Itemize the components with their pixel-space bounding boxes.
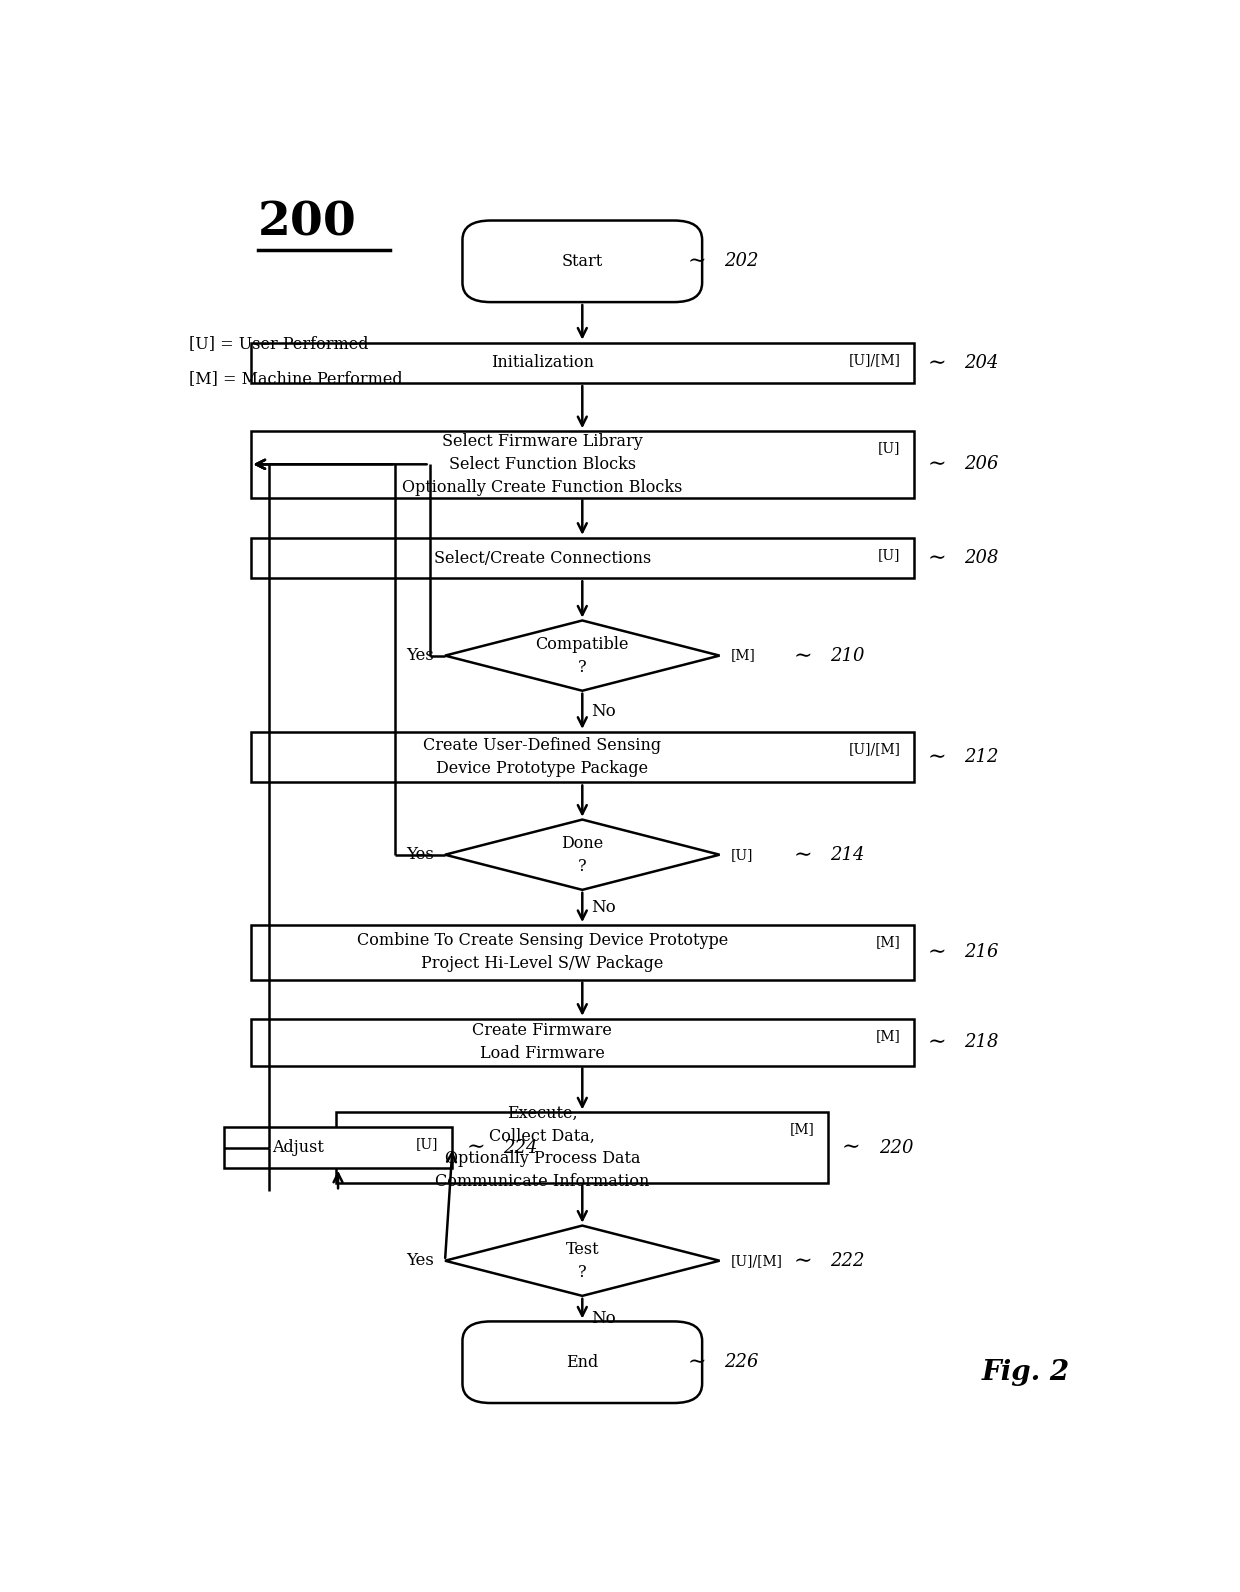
Text: 226: 226 [724,1353,759,1371]
Text: 218: 218 [965,1033,999,1051]
Text: Done
?: Done ? [562,834,604,874]
Bar [336,1113,828,1183]
Text: 212: 212 [965,748,999,766]
Text: 202: 202 [724,252,759,271]
Bar [250,431,914,497]
Text: 220: 220 [879,1138,913,1156]
Text: [M]: [M] [875,935,900,949]
Text: [M]: [M] [732,648,756,662]
Text: No: No [591,899,616,915]
Text: Create Firmware
Load Firmware: Create Firmware Load Firmware [472,1022,613,1062]
Text: End: End [567,1353,599,1371]
Text: Select/Create Connections: Select/Create Connections [434,549,651,567]
Text: Start: Start [562,253,603,269]
Text: ∼: ∼ [466,1137,485,1159]
Text: Create User-Defined Sensing
Device Prototype Package: Create User-Defined Sensing Device Proto… [423,737,661,777]
FancyBboxPatch shape [463,221,702,302]
Text: ∼: ∼ [842,1137,861,1159]
Text: ∼: ∼ [687,250,706,272]
Text: ∼: ∼ [928,1032,946,1052]
Text: [M]: [M] [790,1122,815,1137]
Text: Compatible
?: Compatible ? [536,635,629,675]
Text: Execute,
Collect Data,
Optionally Process Data
Communicate Information: Execute, Collect Data, Optionally Proces… [435,1105,650,1191]
Bar [250,732,914,783]
Text: 216: 216 [965,944,999,962]
Text: ∼: ∼ [794,645,812,667]
Text: [U]/[M]: [U]/[M] [848,742,900,756]
Text: Initialization: Initialization [491,355,594,371]
Text: Adjust: Adjust [272,1138,324,1156]
Text: [U]/[M]: [U]/[M] [848,353,900,366]
Text: [M]: [M] [875,1028,900,1043]
Text: [U]: [U] [878,441,900,455]
Text: 210: 210 [831,646,866,664]
Text: 200: 200 [258,199,357,245]
Text: Yes: Yes [405,1253,434,1269]
Text: No: No [591,702,616,720]
Text: 204: 204 [965,353,999,373]
Text: [M] = Machine Performed: [M] = Machine Performed [190,369,403,387]
FancyBboxPatch shape [463,1321,702,1403]
Text: ∼: ∼ [794,844,812,866]
Text: [U]/[M]: [U]/[M] [732,1254,782,1267]
Text: Test
?: Test ? [565,1240,599,1280]
Polygon shape [445,1226,719,1296]
Text: ∼: ∼ [928,747,946,767]
Text: Combine To Create Sensing Device Prototype
Project Hi-Level S/W Package: Combine To Create Sensing Device Prototy… [357,933,728,973]
Text: [U] = User Performed: [U] = User Performed [190,334,368,352]
Text: ∼: ∼ [928,454,946,476]
Text: Yes: Yes [405,847,434,863]
Polygon shape [445,820,719,890]
Text: ∼: ∼ [687,1352,706,1374]
Text: ∼: ∼ [928,548,946,568]
Text: [U]: [U] [732,847,754,861]
Bar [250,342,914,384]
Text: 206: 206 [965,455,999,473]
Text: 222: 222 [831,1251,866,1270]
Text: No: No [591,1310,616,1326]
Text: Yes: Yes [405,646,434,664]
Bar [250,1019,914,1065]
Bar [223,1127,453,1169]
Text: Fig. 2: Fig. 2 [982,1358,1070,1385]
Text: [U]: [U] [417,1137,439,1151]
Text: ∼: ∼ [794,1250,812,1272]
Text: [U]: [U] [878,548,900,562]
Text: 208: 208 [965,549,999,567]
Polygon shape [445,621,719,691]
Bar [250,925,914,979]
Text: ∼: ∼ [928,352,946,374]
Bar [250,538,914,578]
Text: ∼: ∼ [928,941,946,963]
Text: 224: 224 [502,1138,537,1156]
Text: 214: 214 [831,845,866,864]
Text: Select Firmware Library
Select Function Blocks
Optionally Create Function Blocks: Select Firmware Library Select Function … [402,433,682,495]
